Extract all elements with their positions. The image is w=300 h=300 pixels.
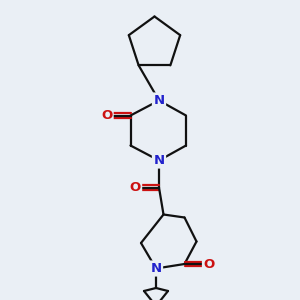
Text: O: O — [129, 181, 141, 194]
Text: O: O — [203, 257, 215, 271]
Text: N: N — [153, 154, 165, 167]
Text: N: N — [150, 262, 162, 275]
Text: N: N — [153, 94, 165, 107]
Text: O: O — [101, 109, 112, 122]
